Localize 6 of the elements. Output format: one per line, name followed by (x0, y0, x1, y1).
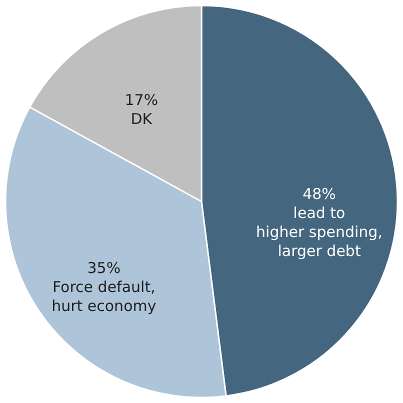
data-label: 48% (302, 185, 336, 204)
data-label: 17% (124, 90, 158, 109)
data-label: 35% (87, 258, 121, 277)
slice-label: lead to higher spending, larger debt (256, 204, 382, 260)
slice-label: Force default, hurt economy (52, 278, 156, 315)
slice-label: DK (130, 110, 154, 128)
